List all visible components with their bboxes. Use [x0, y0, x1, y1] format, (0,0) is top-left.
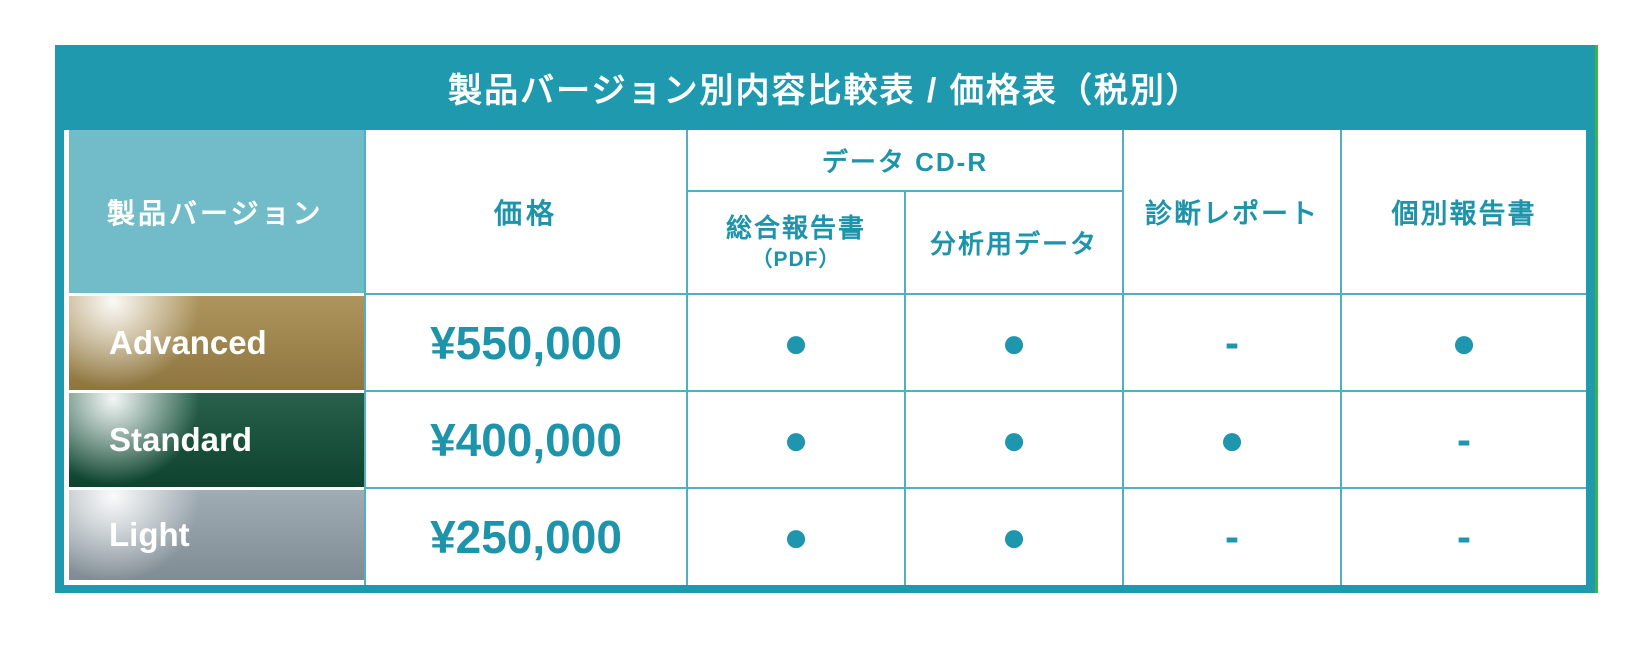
table-body: 製品バージョン 価格 データ CD-R 総合報告書 （PDF） 分析用データ 診…: [64, 130, 1586, 585]
header-version-label: 製品バージョン: [69, 130, 364, 293]
header-cdr-report-note: （PDF）: [751, 247, 841, 271]
feature-cell-light-analysis: ●: [904, 487, 1122, 585]
right-edge-green-line: [1595, 45, 1598, 593]
feature-cell-light-diagnosis: -: [1122, 487, 1340, 585]
row-advanced-price: ¥550,000: [364, 293, 686, 390]
comparison-table: 製品バージョン別内容比較表 / 価格表（税別） 製品バージョン 価格 データ C…: [55, 45, 1595, 593]
header-version-cell: 製品バージョン: [64, 130, 364, 293]
feature-cell-standard-report: ●: [686, 390, 904, 487]
row-light-price: ¥250,000: [364, 487, 686, 585]
row-advanced-name-cell: Advanced: [64, 293, 364, 390]
row-light-name-cell: Light: [64, 487, 364, 585]
row-light-name: Light: [69, 490, 364, 580]
row-standard-price: ¥400,000: [364, 390, 686, 487]
feature-cell-standard-individual: -: [1340, 390, 1586, 487]
feature-cell-light-report: ●: [686, 487, 904, 585]
feature-cell-standard-analysis: ●: [904, 390, 1122, 487]
feature-cell-standard-diagnosis: ●: [1122, 390, 1340, 487]
header-cdr-group: データ CD-R: [686, 130, 1122, 192]
row-standard-name: Standard: [69, 393, 364, 487]
header-cdr-report: 総合報告書 （PDF）: [686, 192, 904, 293]
feature-cell-advanced-individual: ●: [1340, 293, 1586, 390]
row-standard-name-cell: Standard: [64, 390, 364, 487]
table-title: 製品バージョン別内容比較表 / 価格表（税別）: [448, 72, 1202, 110]
feature-cell-advanced-analysis: ●: [904, 293, 1122, 390]
header-individual: 個別報告書: [1340, 130, 1586, 293]
header-price: 価格: [364, 130, 686, 293]
feature-cell-advanced-report: ●: [686, 293, 904, 390]
header-cdr-analysis: 分析用データ: [904, 192, 1122, 293]
feature-cell-light-individual: -: [1340, 487, 1586, 585]
header-diagnosis: 診断レポート: [1122, 130, 1340, 293]
feature-cell-advanced-diagnosis: -: [1122, 293, 1340, 390]
header-cdr-report-main: 総合報告書: [725, 212, 866, 243]
row-advanced-name: Advanced: [69, 296, 364, 390]
